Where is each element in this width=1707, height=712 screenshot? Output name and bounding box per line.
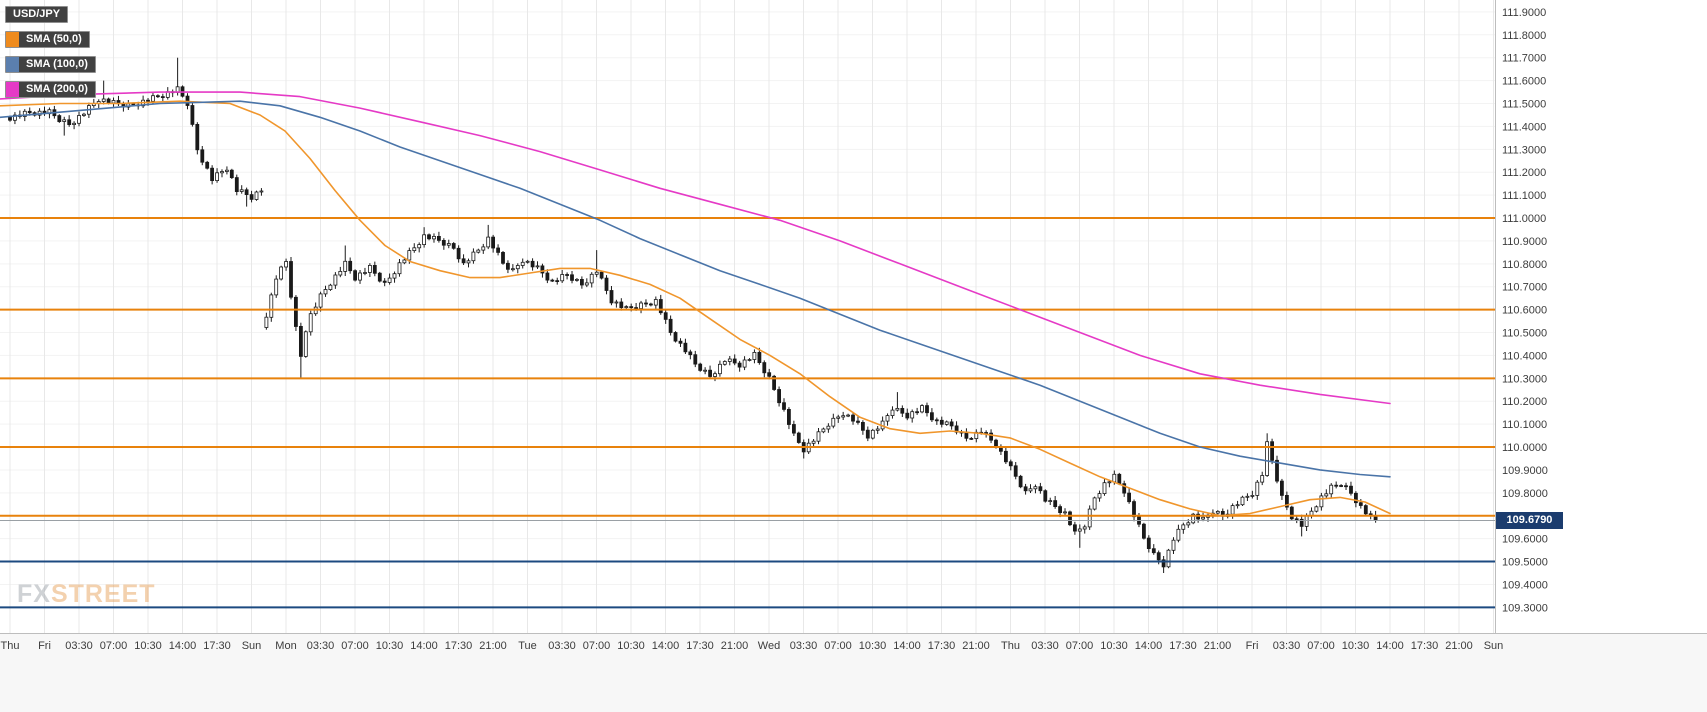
svg-text:110.5000: 110.5000: [1502, 328, 1547, 340]
svg-text:14:00: 14:00: [652, 640, 680, 652]
svg-text:Mon: Mon: [275, 640, 296, 652]
svg-text:Fri: Fri: [38, 640, 51, 652]
svg-text:Thu: Thu: [1001, 640, 1020, 652]
svg-text:111.0000: 111.0000: [1502, 213, 1546, 225]
svg-text:10:30: 10:30: [1342, 640, 1370, 652]
svg-text:03:30: 03:30: [1273, 640, 1301, 652]
svg-text:14:00: 14:00: [1376, 640, 1404, 652]
svg-text:10:30: 10:30: [376, 640, 404, 652]
svg-text:109.9000: 109.9000: [1502, 465, 1548, 477]
svg-text:10:30: 10:30: [134, 640, 162, 652]
svg-text:21:00: 21:00: [1204, 640, 1232, 652]
svg-text:21:00: 21:00: [962, 640, 990, 652]
svg-text:21:00: 21:00: [721, 640, 749, 652]
svg-text:111.7000: 111.7000: [1502, 53, 1546, 65]
sma100-label: SMA (100,0): [26, 58, 88, 70]
svg-text:14:00: 14:00: [893, 640, 921, 652]
svg-text:111.6000: 111.6000: [1502, 76, 1546, 88]
svg-text:110.8000: 110.8000: [1502, 259, 1547, 271]
svg-text:21:00: 21:00: [479, 640, 507, 652]
svg-text:17:30: 17:30: [445, 640, 473, 652]
svg-text:14:00: 14:00: [410, 640, 438, 652]
svg-text:07:00: 07:00: [1307, 640, 1335, 652]
svg-text:03:30: 03:30: [1031, 640, 1059, 652]
svg-text:14:00: 14:00: [1135, 640, 1163, 652]
legend-item-sma50[interactable]: SMA (50,0): [5, 31, 90, 48]
svg-text:Tue: Tue: [518, 640, 537, 652]
svg-text:111.5000: 111.5000: [1502, 99, 1546, 111]
legend-item-sma200[interactable]: SMA (200,0): [5, 81, 96, 98]
svg-text:03:30: 03:30: [65, 640, 93, 652]
svg-text:110.4000: 110.4000: [1502, 350, 1547, 362]
last-price-badge: 109.6790: [1496, 512, 1563, 529]
svg-text:21:00: 21:00: [1445, 640, 1473, 652]
svg-text:110.0000: 110.0000: [1502, 442, 1547, 454]
svg-text:Wed: Wed: [758, 640, 780, 652]
svg-text:17:30: 17:30: [203, 640, 231, 652]
sma200-label: SMA (200,0): [26, 83, 88, 95]
svg-text:111.3000: 111.3000: [1502, 144, 1546, 156]
svg-text:110.9000: 110.9000: [1502, 236, 1547, 248]
svg-text:03:30: 03:30: [548, 640, 576, 652]
svg-text:10:30: 10:30: [617, 640, 645, 652]
svg-text:109.3000: 109.3000: [1502, 602, 1548, 614]
svg-text:07:00: 07:00: [824, 640, 852, 652]
sma50-color-swatch-icon: [6, 32, 19, 47]
legend-item-sma100[interactable]: SMA (100,0): [5, 56, 96, 73]
svg-text:07:00: 07:00: [1066, 640, 1094, 652]
svg-text:109.6000: 109.6000: [1502, 534, 1548, 546]
svg-text:17:30: 17:30: [1169, 640, 1197, 652]
svg-text:111.2000: 111.2000: [1502, 167, 1546, 179]
sma50-label: SMA (50,0): [26, 33, 82, 45]
symbol-badge[interactable]: USD/JPY: [5, 6, 69, 23]
legend: USD/JPY SMA (50,0) SMA (100,0) SMA (200,…: [5, 6, 96, 98]
sma200-color-swatch-icon: [6, 82, 19, 97]
svg-text:14:00: 14:00: [169, 640, 197, 652]
fxstreet-watermark: FXSTREET: [17, 580, 156, 609]
svg-text:Thu: Thu: [1, 640, 20, 652]
svg-text:109.5000: 109.5000: [1502, 557, 1548, 569]
svg-text:111.1000: 111.1000: [1502, 190, 1546, 202]
symbol-label: USD/JPY: [13, 8, 61, 20]
svg-text:07:00: 07:00: [583, 640, 611, 652]
svg-text:110.2000: 110.2000: [1502, 396, 1547, 408]
svg-text:03:30: 03:30: [307, 640, 335, 652]
svg-text:110.3000: 110.3000: [1502, 373, 1547, 385]
svg-text:17:30: 17:30: [928, 640, 956, 652]
svg-text:110.6000: 110.6000: [1502, 305, 1547, 317]
svg-text:03:30: 03:30: [790, 640, 818, 652]
svg-text:17:30: 17:30: [1411, 640, 1439, 652]
svg-text:111.8000: 111.8000: [1502, 30, 1546, 42]
watermark-street: STREET: [50, 580, 156, 608]
svg-text:Sun: Sun: [242, 640, 262, 652]
svg-text:17:30: 17:30: [686, 640, 714, 652]
sma100-color-swatch-icon: [6, 57, 19, 72]
svg-text:10:30: 10:30: [859, 640, 887, 652]
svg-text:10:30: 10:30: [1100, 640, 1128, 652]
svg-text:111.9000: 111.9000: [1502, 7, 1546, 19]
svg-text:110.7000: 110.7000: [1502, 282, 1547, 294]
svg-text:111.4000: 111.4000: [1502, 121, 1546, 133]
watermark-fx: FX: [17, 580, 51, 608]
svg-text:109.4000: 109.4000: [1502, 579, 1548, 591]
svg-text:Sun: Sun: [1484, 640, 1504, 652]
svg-text:Fri: Fri: [1246, 640, 1259, 652]
svg-text:07:00: 07:00: [100, 640, 128, 652]
svg-text:109.8000: 109.8000: [1502, 488, 1548, 500]
svg-text:07:00: 07:00: [341, 640, 369, 652]
svg-text:110.1000: 110.1000: [1502, 419, 1547, 431]
